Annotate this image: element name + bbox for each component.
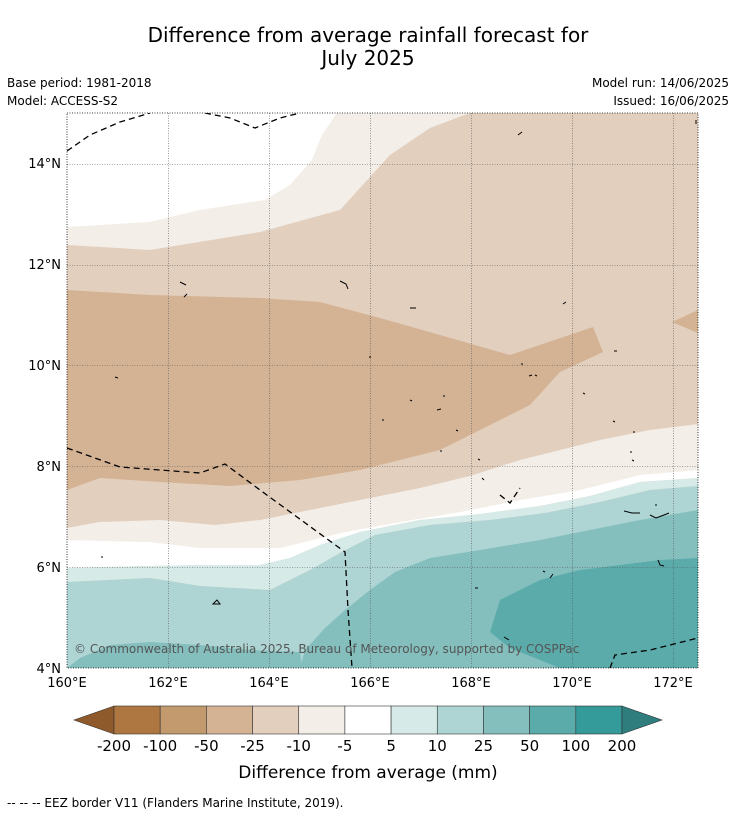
- colorbar-tick-label: -200: [97, 737, 131, 755]
- map-title-line-1: Difference from average rainfall forecas…: [147, 23, 589, 47]
- map-gridlines: [67, 113, 698, 668]
- colorbar-tick-label: -50: [194, 737, 219, 755]
- lon-tick-label: 162°E: [148, 676, 188, 691]
- lon-tick-label: 164°E: [249, 676, 289, 691]
- anomaly-band-5-10: [67, 478, 698, 590]
- model-name: Model: ACCESS-S2: [7, 94, 119, 108]
- colorbar-segment: [206, 705, 253, 735]
- colorbar-segment: [575, 705, 623, 735]
- colorbar-label: Difference from average (mm): [238, 763, 497, 783]
- copyright-text: © Commonwealth of Australia 2025, Bureau…: [74, 642, 579, 656]
- map-title-line-2: July 2025: [321, 46, 415, 70]
- map-frame: [66, 112, 699, 669]
- issued-date: Issued: 16/06/2025: [613, 94, 729, 108]
- lon-tick-label: 166°E: [350, 676, 390, 691]
- metadata-right: Model run: 14/06/2025 Issued: 16/06/2025: [592, 74, 729, 110]
- colorbar-tick-label: 200: [608, 737, 637, 755]
- colorbar-segment: [344, 705, 392, 735]
- colorbar-tick-label: -25: [240, 737, 265, 755]
- colorbar-tick-label: 50: [520, 737, 539, 755]
- lat-tick-label: 14°N: [28, 157, 61, 172]
- anomaly-band-minus50-minus25: [67, 290, 603, 490]
- colorbar-segment: [390, 705, 438, 735]
- colorbar-tick-label: -5: [337, 737, 352, 755]
- lat-tick-label: 4°N: [37, 662, 62, 677]
- colorbar-extend-high: [621, 705, 663, 735]
- eez-border: [67, 113, 698, 668]
- x-axis-ticks: 160°E 162°E 164°E 166°E 168°E 170°E 172°…: [47, 676, 693, 691]
- lon-tick-label: 172°E: [653, 676, 693, 691]
- colorbar-segment: [252, 705, 300, 735]
- colorbar-tick-label: 25: [474, 737, 493, 755]
- anomaly-band-25-50-southwest: [67, 642, 302, 668]
- lon-tick-label: 168°E: [451, 676, 491, 691]
- colorbar-segment: [483, 705, 530, 735]
- lon-tick-label: 160°E: [47, 676, 87, 691]
- colorbar-extend-low: [73, 705, 115, 735]
- colorbar-tick-labels: -200 -100 -50 -25 -10 -5 5 10 25 50 100 200: [97, 737, 636, 755]
- model-run-date: Model run: 14/06/2025: [591, 76, 729, 90]
- colorbar: [73, 705, 663, 735]
- anomaly-band-50-100: [490, 558, 698, 668]
- colorbar-segment: [298, 705, 346, 735]
- colorbar-tick-label: -100: [143, 737, 177, 755]
- lat-tick-label: 10°N: [28, 359, 61, 374]
- colorbar-tick-label: -10: [286, 737, 311, 755]
- colorbar-tick-label: 10: [428, 737, 447, 755]
- y-axis-ticks: 14°N 12°N 10°N 8°N 6°N 4°N: [28, 157, 61, 677]
- anomaly-band-minus10-minus5-wide: [67, 113, 470, 250]
- islands: [101, 120, 697, 641]
- anomaly-band-minus50-minus25-east: [672, 310, 698, 333]
- lat-tick-label: 8°N: [37, 460, 62, 475]
- anomaly-band-minus10-minus5-south-upper: [67, 424, 698, 548]
- map-area: [67, 113, 698, 668]
- colorbar-segment: [529, 705, 577, 735]
- base-period: Base period: 1981-2018: [7, 76, 152, 90]
- lon-tick-label: 170°E: [552, 676, 592, 691]
- lat-tick-label: 12°N: [28, 258, 61, 273]
- colorbar-segment: [159, 705, 207, 735]
- colorbar-tick-label: 100: [561, 737, 590, 755]
- footer-note: -- -- -- EEZ border V11 (Flanders Marine…: [7, 796, 344, 810]
- metadata-left: Base period: 1981-2018 Model: ACCESS-S2: [7, 74, 152, 110]
- colorbar-segment: [436, 705, 484, 735]
- lat-tick-label: 6°N: [37, 561, 62, 576]
- colorbar-tick-label: 5: [386, 737, 396, 755]
- anomaly-region-near-normal-south: [67, 470, 698, 568]
- colorbar-segment: [113, 705, 161, 735]
